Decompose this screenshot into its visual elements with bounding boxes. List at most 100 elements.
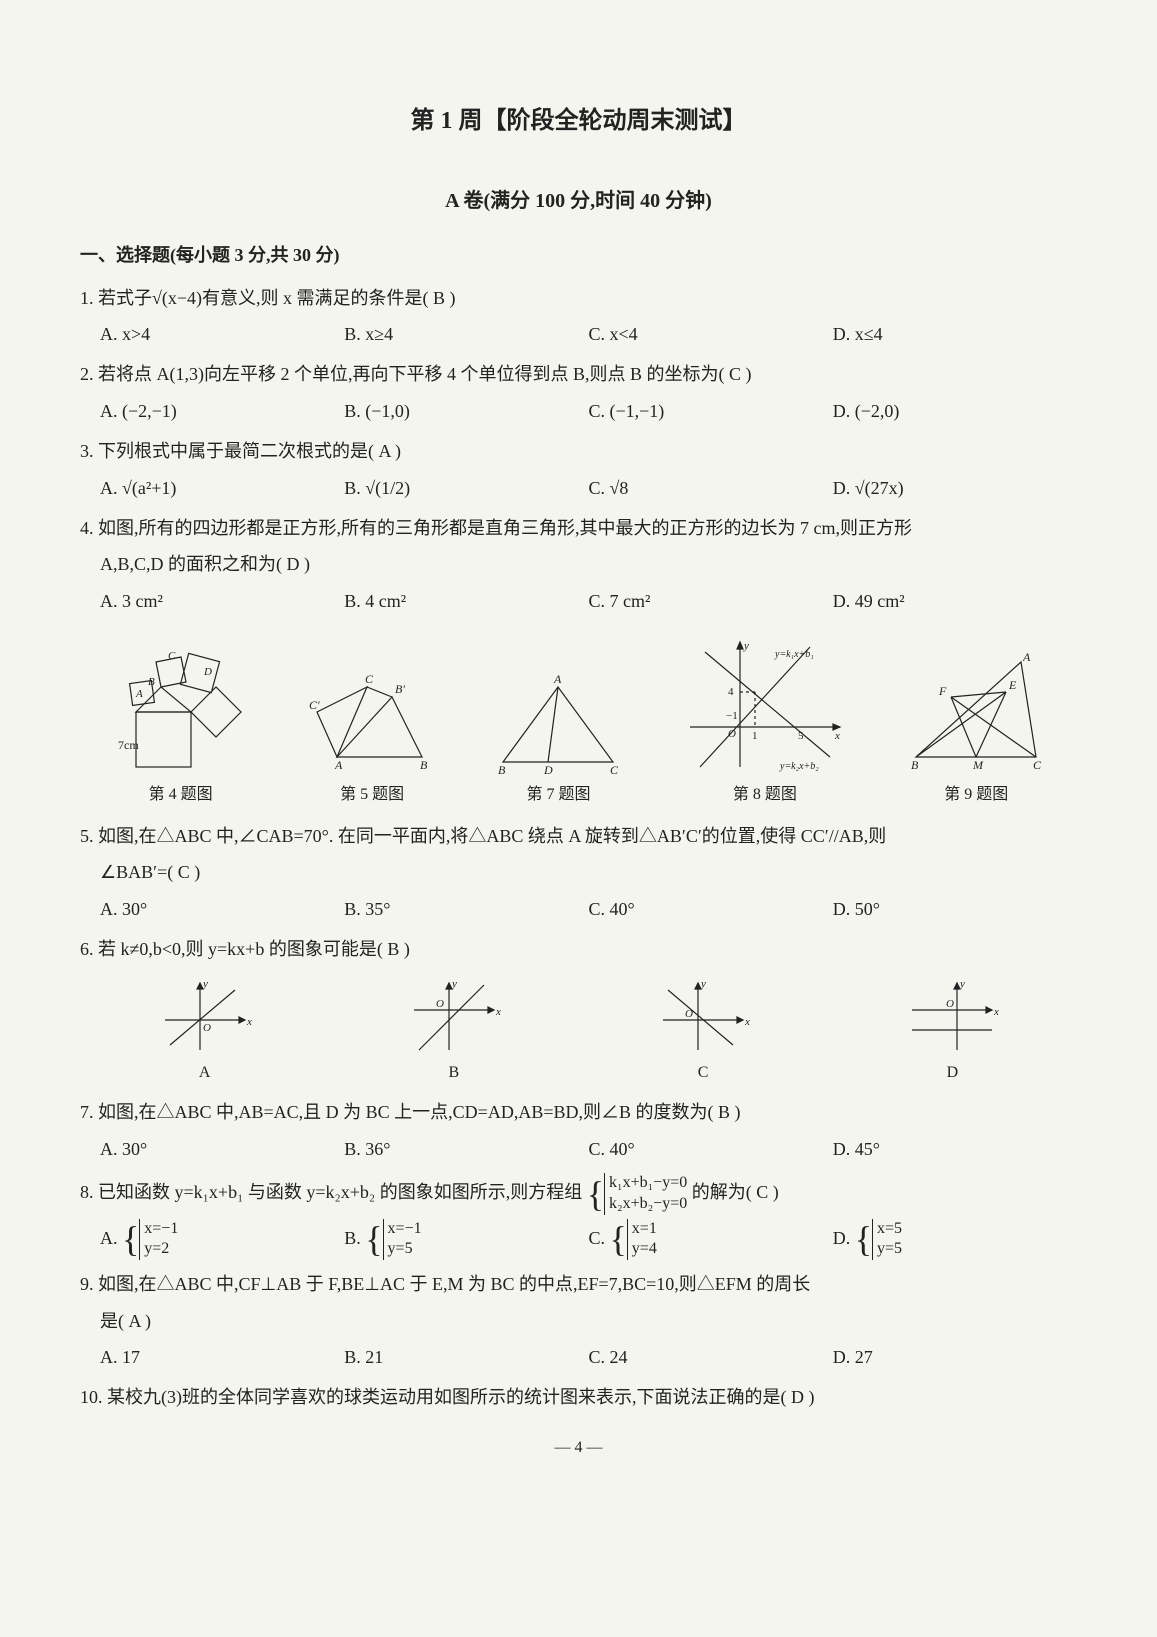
graph-label: C bbox=[653, 1059, 753, 1088]
graph-option-a: x y O A bbox=[155, 975, 255, 1088]
svg-text:x: x bbox=[744, 1016, 750, 1028]
section-1-header: 一、选择题(每小题 3 分,共 30 分) bbox=[80, 239, 1077, 271]
svg-text:O: O bbox=[728, 728, 736, 740]
option-b: B. x≥4 bbox=[344, 318, 588, 350]
question-2: 2. 若将点 A(1,3)向左平移 2 个单位,再向下平移 4 个单位得到点 B… bbox=[80, 358, 1077, 427]
question-text-cont: 是( A ) bbox=[80, 1305, 1077, 1337]
figure-4: 7cm A B C D 第 4 题图 bbox=[106, 627, 256, 810]
option-a: A. 3 cm² bbox=[100, 585, 344, 617]
case-line: x=5 bbox=[877, 1220, 902, 1237]
option-b: B. 4 cm² bbox=[344, 585, 588, 617]
figure-caption: 第 7 题图 bbox=[488, 781, 628, 810]
option-b: B. 36° bbox=[344, 1133, 588, 1165]
question-text-cont: A,B,C,D 的面积之和为( D ) bbox=[80, 548, 1077, 580]
question-text: 9. 如图,在△ABC 中,CF⊥AB 于 F,BE⊥AC 于 E,M 为 BC… bbox=[80, 1268, 1077, 1300]
question-text: 10. 某校九(3)班的全体同学喜欢的球类运动用如图所示的统计图来表示,下面说法… bbox=[80, 1381, 1077, 1413]
svg-text:−1: −1 bbox=[726, 710, 738, 722]
question-4: 4. 如图,所有的四边形都是正方形,所有的三角形都是直角三角形,其中最大的正方形… bbox=[80, 512, 1077, 617]
option-d: D. (−2,0) bbox=[833, 395, 1077, 427]
q8-eq1: k₁x+b₁−y=0 bbox=[609, 1174, 687, 1191]
option-d: D. 49 cm² bbox=[833, 585, 1077, 617]
question-10: 10. 某校九(3)班的全体同学喜欢的球类运动用如图所示的统计图来表示,下面说法… bbox=[80, 1381, 1077, 1413]
option-label: B. bbox=[344, 1228, 361, 1248]
question-6: 6. 若 k≠0,b<0,则 y=kx+b 的图象可能是( B ) x y O … bbox=[80, 933, 1077, 1088]
svg-text:A: A bbox=[1022, 650, 1031, 664]
graph-label: A bbox=[155, 1059, 255, 1088]
figure-9: B M C A F E 第 9 题图 bbox=[901, 647, 1051, 810]
svg-text:B: B bbox=[148, 676, 155, 688]
figure-7: B D C A 第 7 题图 bbox=[488, 667, 628, 810]
question-5: 5. 如图,在△ABC 中,∠CAB=70°. 在同一平面内,将△ABC 绕点 … bbox=[80, 820, 1077, 925]
option-label: D. bbox=[833, 1228, 851, 1248]
svg-text:O: O bbox=[436, 998, 444, 1010]
graph-label: D bbox=[902, 1059, 1002, 1088]
svg-text:7cm: 7cm bbox=[118, 738, 139, 752]
svg-text:y=k₂x+b₂: y=k₂x+b₂ bbox=[779, 761, 819, 772]
question-text: 7. 如图,在△ABC 中,AB=AC,且 D 为 BC 上一点,CD=AD,A… bbox=[80, 1096, 1077, 1128]
svg-text:D: D bbox=[203, 666, 212, 678]
brace-icon: { bbox=[610, 1221, 627, 1257]
case-line: y=5 bbox=[877, 1240, 902, 1257]
option-a: A. 17 bbox=[100, 1341, 344, 1373]
figure-8: O 1 4 −1 5 x y y=k₁x+b₁ y=k₂x+b₂ 第 8 题图 bbox=[680, 637, 850, 810]
case-line: y=5 bbox=[388, 1240, 413, 1257]
option-a: A. 30° bbox=[100, 893, 344, 925]
case-line: y=4 bbox=[632, 1240, 657, 1257]
svg-text:4: 4 bbox=[728, 686, 734, 698]
question-text: 1. 若式子√(x−4)有意义,则 x 需满足的条件是( B ) bbox=[80, 282, 1077, 314]
question-text: 8. 已知函数 y=k₁x+b₁ 与函数 y=k₂x+b₂ 的图象如图所示,则方… bbox=[80, 1173, 1077, 1215]
option-b: B. √(1/2) bbox=[344, 472, 588, 504]
graph-label: B bbox=[404, 1059, 504, 1088]
svg-text:x: x bbox=[993, 1006, 999, 1018]
svg-text:O: O bbox=[685, 1008, 693, 1020]
question-1: 1. 若式子√(x−4)有意义,则 x 需满足的条件是( B ) A. x>4 … bbox=[80, 282, 1077, 351]
option-c: C. { x=1 y=4 bbox=[589, 1219, 833, 1261]
option-d: D. 27 bbox=[833, 1341, 1077, 1373]
svg-text:C: C bbox=[168, 650, 176, 662]
question-text: 2. 若将点 A(1,3)向左平移 2 个单位,再向下平移 4 个单位得到点 B… bbox=[80, 358, 1077, 390]
option-a: A. 30° bbox=[100, 1133, 344, 1165]
svg-text:1: 1 bbox=[752, 730, 758, 742]
svg-text:C: C bbox=[1033, 758, 1042, 772]
option-d: D. 45° bbox=[833, 1133, 1077, 1165]
svg-text:y: y bbox=[959, 978, 965, 990]
option-label: C. bbox=[589, 1228, 606, 1248]
option-d: D. x≤4 bbox=[833, 318, 1077, 350]
case-line: x=1 bbox=[632, 1220, 657, 1237]
svg-text:5: 5 bbox=[798, 730, 804, 742]
option-d: D. 50° bbox=[833, 893, 1077, 925]
case-line: x=−1 bbox=[144, 1220, 178, 1237]
q8-pre: 8. 已知函数 y=k₁x+b₁ 与函数 y=k₂x+b₂ 的图象如图所示,则方… bbox=[80, 1182, 582, 1202]
svg-text:M: M bbox=[972, 758, 984, 772]
option-b: B. 21 bbox=[344, 1341, 588, 1373]
q8-post: 的解为( C ) bbox=[692, 1182, 779, 1202]
svg-text:A: A bbox=[135, 688, 143, 700]
svg-text:A: A bbox=[553, 672, 562, 686]
case-line: x=−1 bbox=[388, 1220, 422, 1237]
page-number: — 4 — bbox=[80, 1434, 1077, 1463]
svg-text:B: B bbox=[498, 763, 506, 777]
figure-caption: 第 5 题图 bbox=[307, 781, 437, 810]
question-text: 3. 下列根式中属于最简二次根式的是( A ) bbox=[80, 435, 1077, 467]
svg-text:y: y bbox=[743, 640, 749, 652]
brace-icon: { bbox=[855, 1221, 872, 1257]
svg-text:y: y bbox=[700, 978, 706, 990]
svg-text:C: C bbox=[365, 672, 374, 686]
option-a: A. (−2,−1) bbox=[100, 395, 344, 427]
question-3: 3. 下列根式中属于最简二次根式的是( A ) A. √(a²+1) B. √(… bbox=[80, 435, 1077, 504]
question-text: 6. 若 k≠0,b<0,则 y=kx+b 的图象可能是( B ) bbox=[80, 933, 1077, 965]
figure-caption: 第 4 题图 bbox=[106, 781, 256, 810]
case-line: y=2 bbox=[144, 1240, 169, 1257]
figure-row-1: 7cm A B C D 第 4 题图 A B B′ C′ bbox=[80, 627, 1077, 810]
graph-option-c: x y O C bbox=[653, 975, 753, 1088]
graph-option-d: x y O D bbox=[902, 975, 1002, 1088]
svg-text:E: E bbox=[1008, 678, 1017, 692]
option-c: C. 7 cm² bbox=[589, 585, 833, 617]
option-a: A. { x=−1 y=2 bbox=[100, 1219, 344, 1261]
option-b: B. 35° bbox=[344, 893, 588, 925]
question-text-cont: ∠BAB′=( C ) bbox=[80, 856, 1077, 888]
svg-text:x: x bbox=[834, 730, 840, 742]
option-d: D. { x=5 y=5 bbox=[833, 1219, 1077, 1261]
q8-eq2: k₂x+b₂−y=0 bbox=[609, 1195, 687, 1212]
svg-text:B: B bbox=[911, 758, 919, 772]
